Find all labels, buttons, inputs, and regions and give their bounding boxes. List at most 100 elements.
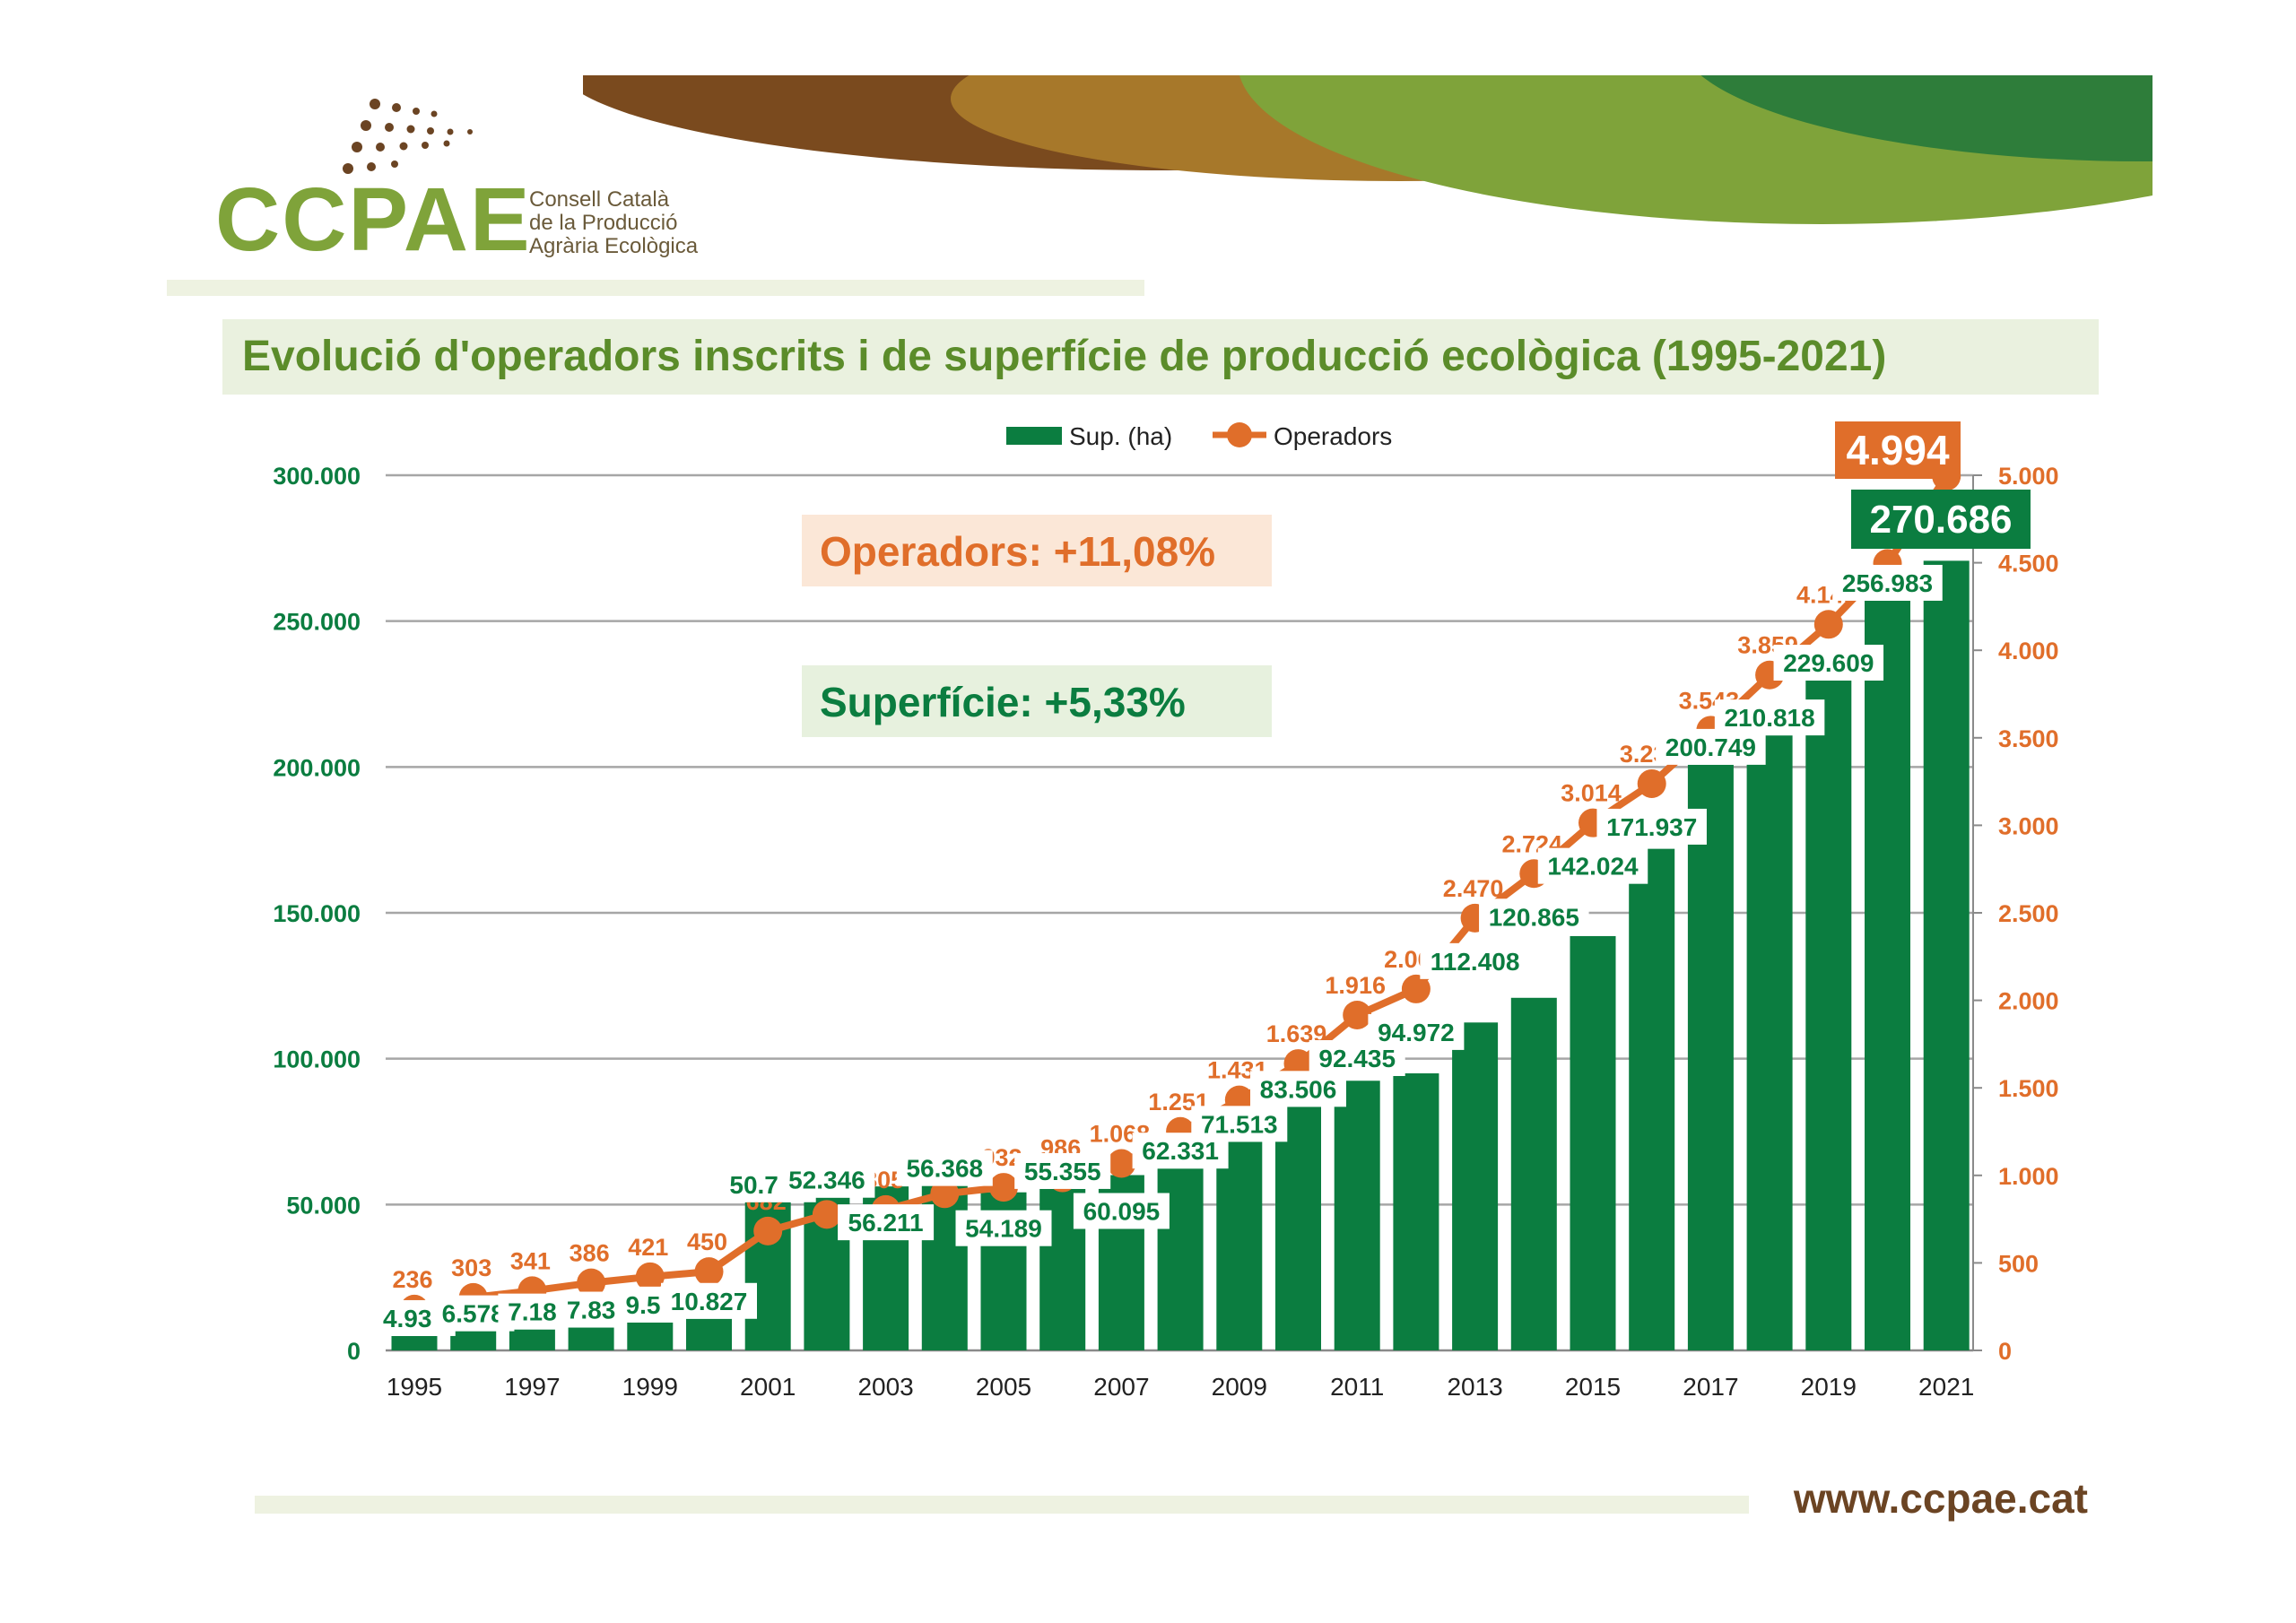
y-right-tick-label: 5.000	[1998, 463, 2059, 490]
surface-data-label: 120.865	[1489, 903, 1579, 931]
surface-data-label: 94.972	[1378, 1019, 1455, 1046]
x-tick-label: 1999	[622, 1373, 678, 1401]
y-right-tick-label: 2.000	[1998, 988, 2059, 1015]
logo-subtitle-line: Agrària Ecològica	[529, 234, 699, 258]
surface-data-label: 229.609	[1783, 649, 1874, 677]
surface-data-label: 112.408	[1431, 948, 1520, 976]
surface-label-bg	[1420, 942, 1530, 979]
x-tick-label: 2017	[1683, 1373, 1738, 1401]
surface-label-bg	[1596, 808, 1707, 845]
footer-url[interactable]: www.ccpae.cat	[1793, 1475, 2088, 1522]
operators-data-label: 421	[628, 1234, 668, 1261]
surface-growth-label: Superfície: +5,33%	[820, 679, 1186, 725]
surface-label-bg	[557, 1291, 626, 1328]
y-left-tick-label: 150.000	[273, 900, 361, 927]
data-labels: 2363033413864214506827778058959329861.06…	[373, 421, 2031, 1336]
surface-last-value: 270.686	[1869, 498, 2012, 542]
surface-data-label: 200.749	[1665, 733, 1756, 761]
bar-surface-2018	[1746, 735, 1793, 1350]
bar-surface-2013	[1452, 1022, 1499, 1350]
y-right-tick-label: 1.000	[1998, 1163, 2059, 1190]
legend: Sup. (ha) Operadors	[1006, 422, 1392, 450]
surface-data-label: 142.024	[1547, 853, 1639, 881]
x-tick-label: 2021	[1918, 1373, 1974, 1401]
surface-label-bg	[1714, 699, 1825, 736]
bar-surface-2010	[1275, 1107, 1321, 1350]
y-right-tick-label: 3.000	[1998, 812, 2059, 839]
operators-last-value-box	[1835, 421, 1961, 479]
operators-data-label: 3.014	[1561, 780, 1622, 807]
point-operators-2000	[694, 1257, 724, 1287]
bar-surface-2012	[1393, 1073, 1439, 1350]
bar-surface-2014	[1510, 997, 1557, 1350]
operators-growth-box	[802, 515, 1272, 586]
surface-data-label: 55.355	[1024, 1158, 1101, 1185]
surface-data-label: 71.513	[1201, 1110, 1278, 1138]
x-tick-label: 2015	[1565, 1373, 1621, 1401]
legend-operators-label: Operadors	[1274, 422, 1392, 450]
surface-label-bg	[1537, 847, 1648, 884]
surface-data-label: 210.818	[1724, 704, 1814, 732]
point-operators-2002	[812, 1200, 841, 1229]
surface-data-label: 60.095	[1083, 1197, 1161, 1225]
surface-growth-box	[802, 665, 1272, 737]
surface-label-bg	[1832, 564, 1943, 601]
surface-label-bg	[955, 1210, 1052, 1246]
bar-surface-2011	[1334, 1081, 1380, 1350]
x-tick-label: 2001	[740, 1373, 796, 1401]
operators-last-value: 4.994	[1846, 427, 1950, 473]
y-right-tick-label: 4.000	[1998, 638, 2059, 664]
point-operators-2005	[989, 1173, 1018, 1202]
surface-label-bg	[838, 1204, 935, 1241]
x-tick-label: 2009	[1212, 1373, 1267, 1401]
operators-data-label: 386	[570, 1240, 610, 1267]
logo-wordmark: CCPAE	[215, 169, 532, 270]
surface-label-bg	[1073, 1193, 1170, 1229]
surface-label-bg	[1250, 1071, 1346, 1107]
surface-label-bg	[1191, 1106, 1288, 1142]
operators-data-label: 1.916	[1325, 972, 1386, 999]
y-left-tick-label: 50.000	[286, 1192, 361, 1219]
surface-last-value-box	[1851, 490, 2031, 549]
operators-data-label: 341	[510, 1247, 551, 1274]
point-operators-2004	[930, 1179, 960, 1209]
operators-data-label: 2.470	[1443, 875, 1504, 902]
y-left-tick-label: 300.000	[273, 463, 361, 490]
surface-data-label: 56.368	[906, 1155, 983, 1183]
surface-data-label: 62.331	[1142, 1137, 1219, 1165]
surface-data-label: 7.18	[508, 1298, 557, 1326]
surface-data-label: 7.83	[567, 1297, 616, 1324]
surface-label-bg	[1014, 1152, 1111, 1189]
y-right-tick-label: 1.500	[1998, 1075, 2059, 1102]
bar-surface-1998	[568, 1327, 614, 1350]
legend-surface-swatch	[1006, 427, 1062, 445]
surface-label-bg	[1479, 898, 1589, 935]
y-right-tick-label: 2.500	[1998, 900, 2059, 927]
point-operators-2001	[753, 1216, 783, 1245]
surface-data-label: 171.937	[1606, 813, 1697, 841]
x-tick-label: 2007	[1093, 1373, 1149, 1401]
header-divider	[167, 280, 1144, 296]
operators-data-label: 450	[687, 1228, 727, 1255]
logo-subtitle-line: de la Producció	[529, 211, 678, 235]
point-operators-1998	[577, 1268, 606, 1298]
logo-subtitle: Consell Català de la Producció Agrària E…	[529, 188, 698, 258]
surface-label-bg	[1368, 1013, 1465, 1050]
point-operators-2016	[1637, 768, 1666, 798]
bar-surface-2019	[1805, 681, 1852, 1350]
surface-label-bg	[498, 1293, 567, 1330]
surface-label-bg	[778, 1161, 875, 1198]
x-tick-label: 2003	[857, 1373, 913, 1401]
ccpae-logo: CCPAE Consell Català de la Producció Agr…	[215, 90, 735, 269]
surface-data-label: 256.983	[1842, 569, 1933, 597]
y-right-tick-label: 0	[1998, 1338, 2012, 1365]
legend-operators-marker	[1227, 422, 1252, 447]
point-operators-1999	[635, 1262, 665, 1291]
axis-ticks: 0 50.000 100.000 150.000 200.000 250.000 300.0…	[273, 463, 2058, 1401]
y-right-tick-label: 500	[1998, 1250, 2039, 1277]
chart-title: Evolució d'operadors inscrits i de super…	[222, 319, 2099, 395]
footer-divider	[255, 1496, 1749, 1514]
y-right-tick-label: 4.500	[1998, 551, 2059, 577]
bar-surface-2020	[1865, 600, 1910, 1350]
